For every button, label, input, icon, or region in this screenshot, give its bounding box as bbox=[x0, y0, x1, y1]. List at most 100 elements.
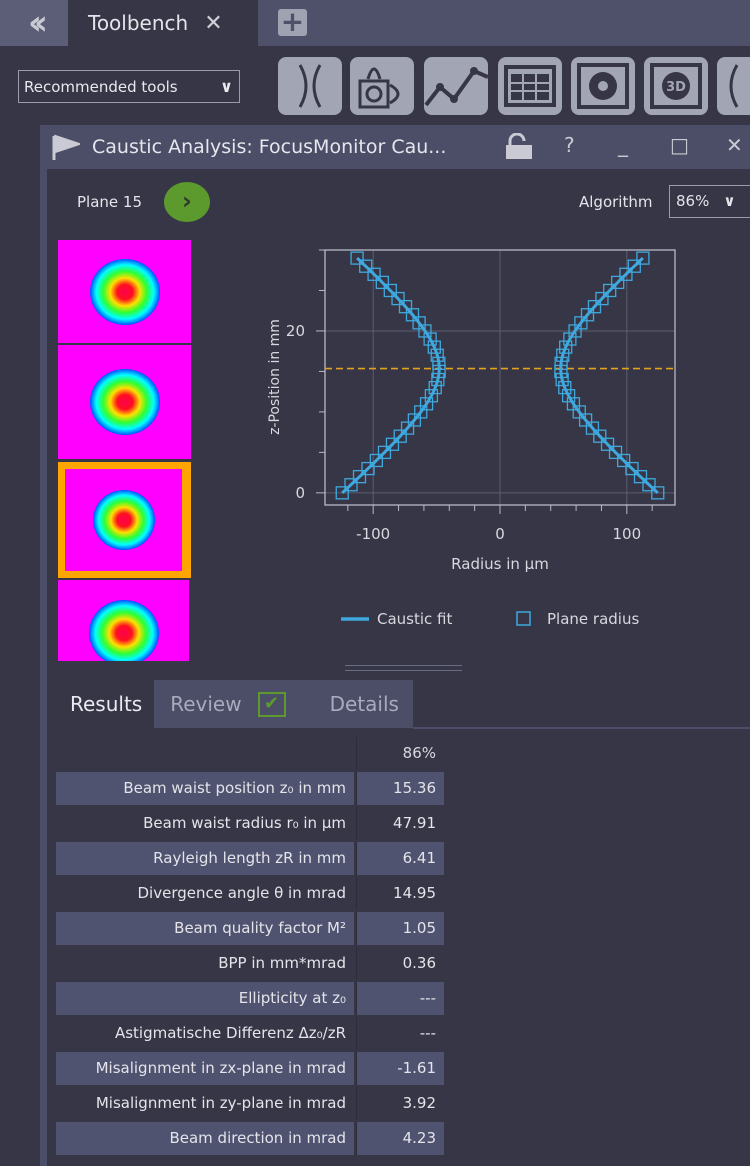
plane-radius-point bbox=[369, 453, 384, 468]
plane-radius-point bbox=[427, 340, 441, 354]
plane-radius-point bbox=[585, 421, 600, 435]
window-left-border bbox=[40, 125, 47, 1166]
plane-radius-point bbox=[563, 332, 577, 346]
add-tab-button[interactable]: + bbox=[278, 8, 307, 36]
row-label: Divergence angle θ in mrad bbox=[137, 884, 347, 902]
row-label: Misalignment in zy-plane in mrad bbox=[95, 1094, 346, 1112]
results-tabs: Results Review ✔ Details bbox=[56, 680, 413, 728]
close-window-button[interactable]: ✕ bbox=[726, 133, 743, 157]
x-tick-label: 0 bbox=[495, 525, 505, 543]
table-row: Misalignment in zy-plane in mrad 3.92 bbox=[56, 1086, 444, 1121]
3d-view-tool-button[interactable]: 3D bbox=[644, 57, 708, 115]
plane-radius-point bbox=[636, 251, 650, 265]
window-title-bar[interactable]: Caustic Analysis: FocusMonitor Cau... ? … bbox=[42, 125, 750, 169]
recommended-tools-dropdown[interactable]: Recommended tools ∨ bbox=[18, 70, 240, 103]
plane-radius-point bbox=[352, 470, 367, 484]
close-tab-icon[interactable]: ✕ bbox=[204, 10, 223, 36]
plane-radius-point bbox=[383, 283, 397, 298]
plane-radius-point bbox=[559, 340, 573, 354]
plane-radius-point bbox=[359, 259, 373, 273]
plane-radius-point bbox=[423, 332, 437, 346]
results-table: 86% Beam waist position z₀ in mm 15.36 Bea… bbox=[56, 736, 444, 1156]
checkbox-checked-icon[interactable]: ✔ bbox=[257, 691, 286, 717]
tab-toolbench[interactable]: Toolbench ✕ bbox=[68, 0, 258, 46]
tab-results[interactable]: Results bbox=[56, 680, 155, 728]
plane-radius-point bbox=[391, 291, 405, 306]
plane-radius-point bbox=[566, 397, 581, 411]
row-value: 3.92 bbox=[356, 1087, 444, 1120]
plane-radius-point bbox=[595, 291, 609, 306]
tab-label: Toolbench bbox=[88, 11, 189, 35]
plane-radius-point bbox=[430, 348, 444, 362]
caustic-icon bbox=[298, 64, 322, 108]
plane-radius-point bbox=[428, 380, 442, 395]
3d-text: 3D bbox=[666, 80, 686, 95]
caustic-2-tool-button[interactable] bbox=[717, 57, 750, 115]
row-label: Beam direction in mrad bbox=[56, 1122, 354, 1155]
tab-details[interactable]: Details bbox=[329, 680, 413, 728]
line-chart-tool-button[interactable] bbox=[424, 57, 489, 115]
window-title: Caustic Analysis: FocusMonitor Cau... bbox=[92, 136, 447, 158]
plane-radius-point bbox=[431, 372, 445, 387]
chevron-down-icon: ∨ bbox=[220, 77, 233, 96]
caustic-chart: -100 0 100 0 20 Radius in µm z-Position … bbox=[267, 249, 676, 628]
row-label: Beam waist position z₀ in mm bbox=[56, 772, 354, 805]
plane-radius-point bbox=[627, 259, 641, 273]
plane-radius-point bbox=[633, 470, 648, 484]
row-label: Misalignment in zx-plane in mrad bbox=[56, 1052, 354, 1085]
circle-target-tool-button[interactable] bbox=[571, 57, 635, 115]
splitter-handle[interactable] bbox=[345, 665, 462, 671]
plane-radius-point bbox=[405, 308, 420, 322]
double-chevron-left-icon[interactable]: ‹‹ bbox=[0, 0, 68, 46]
3d-view-icon: 3D bbox=[650, 63, 702, 109]
row-value: 47.91 bbox=[356, 807, 444, 840]
minimize-button[interactable]: _ bbox=[618, 133, 628, 157]
plane-radius-point bbox=[375, 275, 389, 290]
row-label: Astigmatische Differenz Δz₀/zR bbox=[114, 1024, 346, 1042]
x-tick-label: 100 bbox=[612, 525, 641, 543]
plane-label: Plane 15 bbox=[77, 193, 142, 211]
next-plane-button[interactable]: › bbox=[164, 182, 210, 222]
chevron-right-icon: › bbox=[182, 187, 192, 215]
x-tick-label: -100 bbox=[356, 525, 390, 543]
legend-plane-swatch bbox=[516, 611, 531, 626]
help-button[interactable]: ? bbox=[564, 133, 575, 157]
caustic-tool-button[interactable] bbox=[278, 57, 342, 115]
table-row: Beam waist radius r₀ in µm 47.91 bbox=[56, 806, 444, 841]
legend-caustic-fit: Caustic fit bbox=[377, 610, 452, 628]
beam-spot bbox=[88, 599, 159, 661]
table-row: Misalignment in zx-plane in mrad -1.61 bbox=[56, 1051, 444, 1086]
plane-radius-point bbox=[385, 437, 400, 451]
table-row: Divergence angle θ in mrad 14.95 bbox=[56, 876, 444, 911]
plane-radius-point bbox=[424, 389, 439, 403]
caustic-icon bbox=[729, 64, 739, 108]
tab-review[interactable]: Review ✔ bbox=[154, 680, 330, 728]
y-tick-label: 0 bbox=[295, 484, 305, 502]
caustic-fit-line-right bbox=[559, 257, 659, 494]
y-axis-label: z-Position in mm bbox=[267, 319, 283, 435]
maximize-button[interactable]: □ bbox=[670, 133, 689, 157]
plane-radius-point bbox=[608, 445, 623, 460]
chart-marks bbox=[325, 251, 675, 500]
row-label: BPP in mm*mrad bbox=[218, 954, 346, 972]
table-row: Beam direction in mrad 4.23 bbox=[56, 1121, 444, 1156]
plane-radius-point bbox=[400, 421, 415, 435]
table-tool-button[interactable] bbox=[498, 57, 562, 115]
beam-image-thumbnail[interactable] bbox=[58, 580, 189, 661]
beam-spot bbox=[92, 490, 155, 550]
row-value: 1.05 bbox=[356, 912, 444, 945]
beam-image-thumbnail[interactable] bbox=[58, 240, 191, 343]
plane-radius-point bbox=[398, 300, 413, 314]
beam-profile-tool-button[interactable] bbox=[350, 57, 414, 115]
table-row: Rayleigh length zR in mm 6.41 bbox=[56, 841, 444, 876]
tab-divider bbox=[413, 727, 750, 729]
beam-image-thumbnail[interactable] bbox=[58, 345, 191, 459]
x-axis-label: Radius in µm bbox=[451, 555, 549, 573]
unlock-icon[interactable] bbox=[504, 133, 536, 161]
flag-icon bbox=[52, 134, 80, 160]
row-value: 15.36 bbox=[356, 772, 444, 805]
beam-image-thumbnail-selected[interactable] bbox=[58, 462, 191, 578]
plane-radius-point bbox=[556, 348, 570, 362]
algorithm-select[interactable]: 86% ∨ bbox=[669, 185, 750, 218]
tab-review-label: Review bbox=[170, 692, 242, 716]
